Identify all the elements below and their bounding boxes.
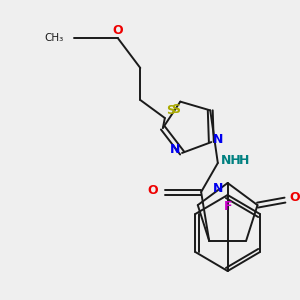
Text: CH₃: CH₃ [44,33,64,43]
Text: S: S [171,103,180,116]
Text: F: F [224,200,232,214]
Text: O: O [148,184,158,196]
Text: N: N [170,143,180,157]
Text: N: N [213,133,224,146]
Text: N: N [213,182,223,194]
Text: H: H [239,154,250,166]
Text: NH: NH [221,154,242,166]
Text: O: O [112,23,123,37]
Text: S: S [166,103,175,116]
Text: O: O [290,190,300,204]
